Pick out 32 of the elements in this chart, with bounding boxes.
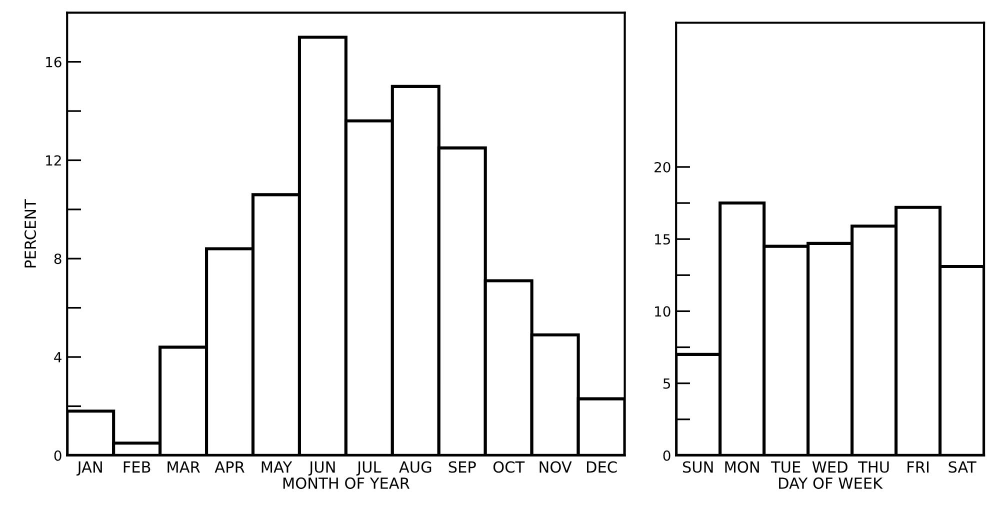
x-tick-label: THU — [858, 461, 889, 473]
y-tick-label: 0 — [54, 450, 62, 461]
x-tick-label: MAY — [262, 461, 292, 473]
y-tick-label: 5 — [663, 378, 670, 389]
x-tick-label: JUN — [308, 461, 335, 476]
x-tick-label: AUG — [399, 461, 432, 473]
x-tick-label: SEP — [448, 461, 476, 473]
x-tick-label: MON — [725, 461, 759, 473]
x-tick-label: MAR — [168, 461, 200, 473]
y-tick-label: 15 — [655, 234, 670, 245]
y-tick-label: 16 — [46, 56, 62, 68]
x-axis-title: MONTH OF YEAR — [283, 477, 410, 489]
x-tick-label: FEB — [124, 461, 150, 473]
x-tick-label: NOV — [540, 461, 572, 473]
x-tick-label: OCT — [493, 461, 525, 473]
x-tick-label: FRI — [908, 461, 929, 473]
x-axis-title: DAY OF WEEK — [779, 477, 883, 489]
y-tick-label: 10 — [655, 306, 670, 317]
y-axis-title: PERCENT — [24, 199, 36, 268]
y-tick-label: 12 — [46, 155, 61, 166]
y-tick-label: 20 — [654, 162, 670, 172]
x-tick-label: TUE — [770, 461, 800, 473]
x-tick-label: WED — [812, 461, 848, 473]
x-tick-label: SUN — [682, 461, 713, 473]
y-tick-label: 4 — [54, 352, 62, 362]
x-tick-label: SAT — [948, 461, 976, 473]
x-tick-label: JAN — [76, 461, 102, 476]
x-tick-label: APR — [214, 461, 244, 473]
x-tick-label: DEC — [586, 461, 617, 473]
x-tick-label: JUL — [356, 461, 382, 476]
y-tick-label: 8 — [54, 254, 62, 264]
y-tick-label: 0 — [663, 450, 670, 461]
